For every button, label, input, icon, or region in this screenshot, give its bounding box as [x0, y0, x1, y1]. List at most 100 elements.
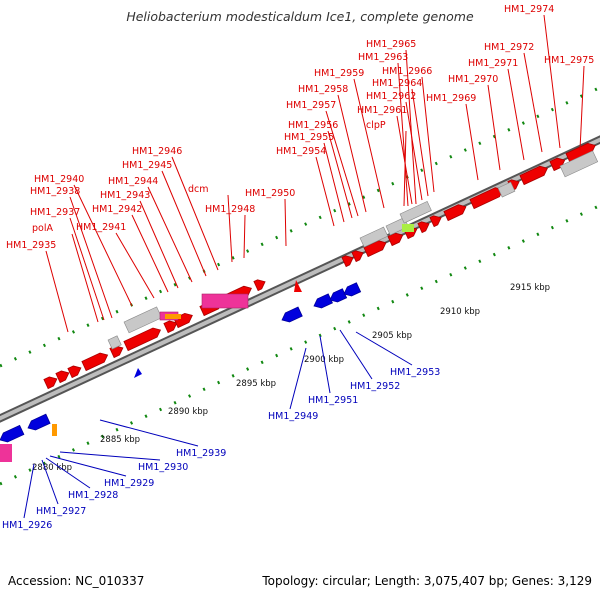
forward-gene-label: HM1_2943: [100, 190, 150, 201]
forward-marker: [294, 280, 302, 292]
forward-gene-label: HM1_2944: [108, 176, 158, 187]
tick-label: 2910 kbp: [440, 307, 480, 317]
tick-label: 2915 kbp: [510, 283, 550, 293]
forward-gene-arrow: [351, 250, 364, 263]
forward-gene-arrow: [341, 255, 354, 268]
reverse-gene: [281, 306, 303, 323]
forward-gene: [519, 165, 548, 186]
reverse-gene-label: HM1_2951: [308, 395, 358, 406]
reverse-label-leader: [355, 331, 413, 366]
forward-gene-label: HM1_2974: [504, 4, 554, 15]
reverse-gene-label: HM1_2926: [2, 520, 52, 531]
forward-gene-label: HM1_2965: [366, 39, 416, 50]
grey-block: [559, 150, 599, 178]
forward-gene: [123, 327, 162, 352]
tick-label: 2885 kbp: [100, 435, 140, 445]
forward-gene-arrow: [519, 165, 548, 186]
forward-label-leader: [325, 110, 359, 217]
reverse-gene: [27, 413, 51, 431]
forward-gene: [55, 370, 70, 384]
forward-gene-label: HM1_2942: [92, 204, 142, 215]
reverse-label-leader: [23, 463, 35, 519]
forward-label-leader: [284, 198, 287, 247]
forward-gene: [417, 221, 430, 234]
reverse-gene-label: HM1_2953: [390, 367, 440, 378]
forward-label-leader: [543, 14, 561, 149]
forward-gene-label: HM1_2941: [76, 222, 126, 233]
forward-gene-arrow: [123, 327, 162, 352]
tick-label: 2880 kbp: [32, 463, 72, 473]
genome-title: Heliobacterium modesticaldum Ice1, compl…: [126, 9, 474, 24]
forward-gene-label: HM1_2966: [382, 66, 432, 77]
forward-label-leader: [45, 250, 69, 333]
forward-gene-label: clpP: [366, 120, 386, 131]
forward-gene-label: HM1_2937: [30, 207, 80, 218]
reverse-label-leader: [49, 455, 127, 477]
forward-gene-label: HM1_2957: [286, 100, 336, 111]
reverse-gene-label: HM1_2930: [138, 462, 188, 473]
pseudo-gene: [165, 314, 181, 319]
forward-gene: [351, 250, 364, 263]
forward-label-leader: [71, 233, 99, 323]
accession-label: Accession: NC_010337: [8, 574, 145, 588]
forward-label-leader: [131, 214, 169, 293]
forward-gene-label: HM1_2935: [6, 240, 56, 251]
grey-block: [399, 200, 432, 224]
forward-gene-label: HM1_2959: [314, 68, 364, 79]
highlight-gene: [402, 224, 414, 232]
backbone-strand: [0, 137, 600, 421]
forward-gene: [81, 352, 109, 372]
forward-label-leader: [405, 101, 423, 201]
forward-label-leader: [69, 217, 105, 321]
forward-gene-arrow: [429, 215, 442, 228]
forward-gene: [43, 376, 58, 390]
forward-gene-label: HM1_2954: [276, 146, 326, 157]
forward-label-leader: [147, 186, 193, 283]
rna-gene: [201, 293, 249, 309]
tick-label: 2905 kbp: [372, 331, 412, 341]
forward-gene-arrow: [55, 370, 70, 384]
reverse-gene-arrow: [27, 413, 51, 431]
reverse-gene-label: HM1_2949: [268, 411, 318, 422]
reverse-gene-arrow: [343, 282, 362, 297]
forward-gene: [67, 365, 82, 379]
grey-block: [497, 181, 516, 198]
forward-label-leader: [161, 170, 207, 277]
forward-gene-label: HM1_2940: [34, 174, 84, 185]
reverse-gene-arrow: [313, 293, 333, 309]
reverse-label-leader: [289, 347, 307, 410]
forward-gene-arrow: [67, 365, 82, 379]
forward-label-leader: [421, 76, 435, 193]
forward-label-leader: [323, 142, 345, 223]
forward-label-leader: [69, 196, 113, 319]
forward-gene: [429, 215, 442, 228]
forward-gene-label: HM1_2969: [426, 93, 476, 104]
forward-label-leader: [115, 232, 155, 299]
reverse-gene-arrow: [281, 306, 303, 323]
forward-gene-arrow: [253, 279, 266, 292]
pseudo-gene: [52, 424, 57, 436]
reverse-label-leader: [59, 451, 161, 461]
reverse-gene: [313, 293, 333, 309]
grey-block: [123, 306, 163, 334]
forward-label-leader: [397, 62, 409, 207]
forward-label-leader: [579, 65, 585, 151]
tick-label: 2895 kbp: [236, 379, 276, 389]
forward-gene-label: HM1_2962: [366, 91, 416, 102]
forward-label-leader: [315, 156, 335, 227]
forward-label-leader: [171, 156, 219, 271]
reverse-gene-label: HM1_2929: [104, 478, 154, 489]
forward-gene-label: HM1_2950: [245, 188, 295, 199]
forward-gene-label: HM1_2956: [288, 120, 338, 131]
forward-gene: [341, 255, 354, 268]
forward-label-leader: [403, 130, 407, 207]
forward-gene-label: HM1_2945: [122, 160, 172, 171]
forward-gene-label: HM1_2948: [205, 204, 255, 215]
reverse-label-leader: [41, 459, 59, 505]
forward-gene: [163, 320, 178, 334]
forward-label-leader: [465, 103, 479, 181]
forward-gene-label: HM1_2975: [544, 55, 594, 66]
forward-gene-label: HM1_2963: [358, 52, 408, 63]
